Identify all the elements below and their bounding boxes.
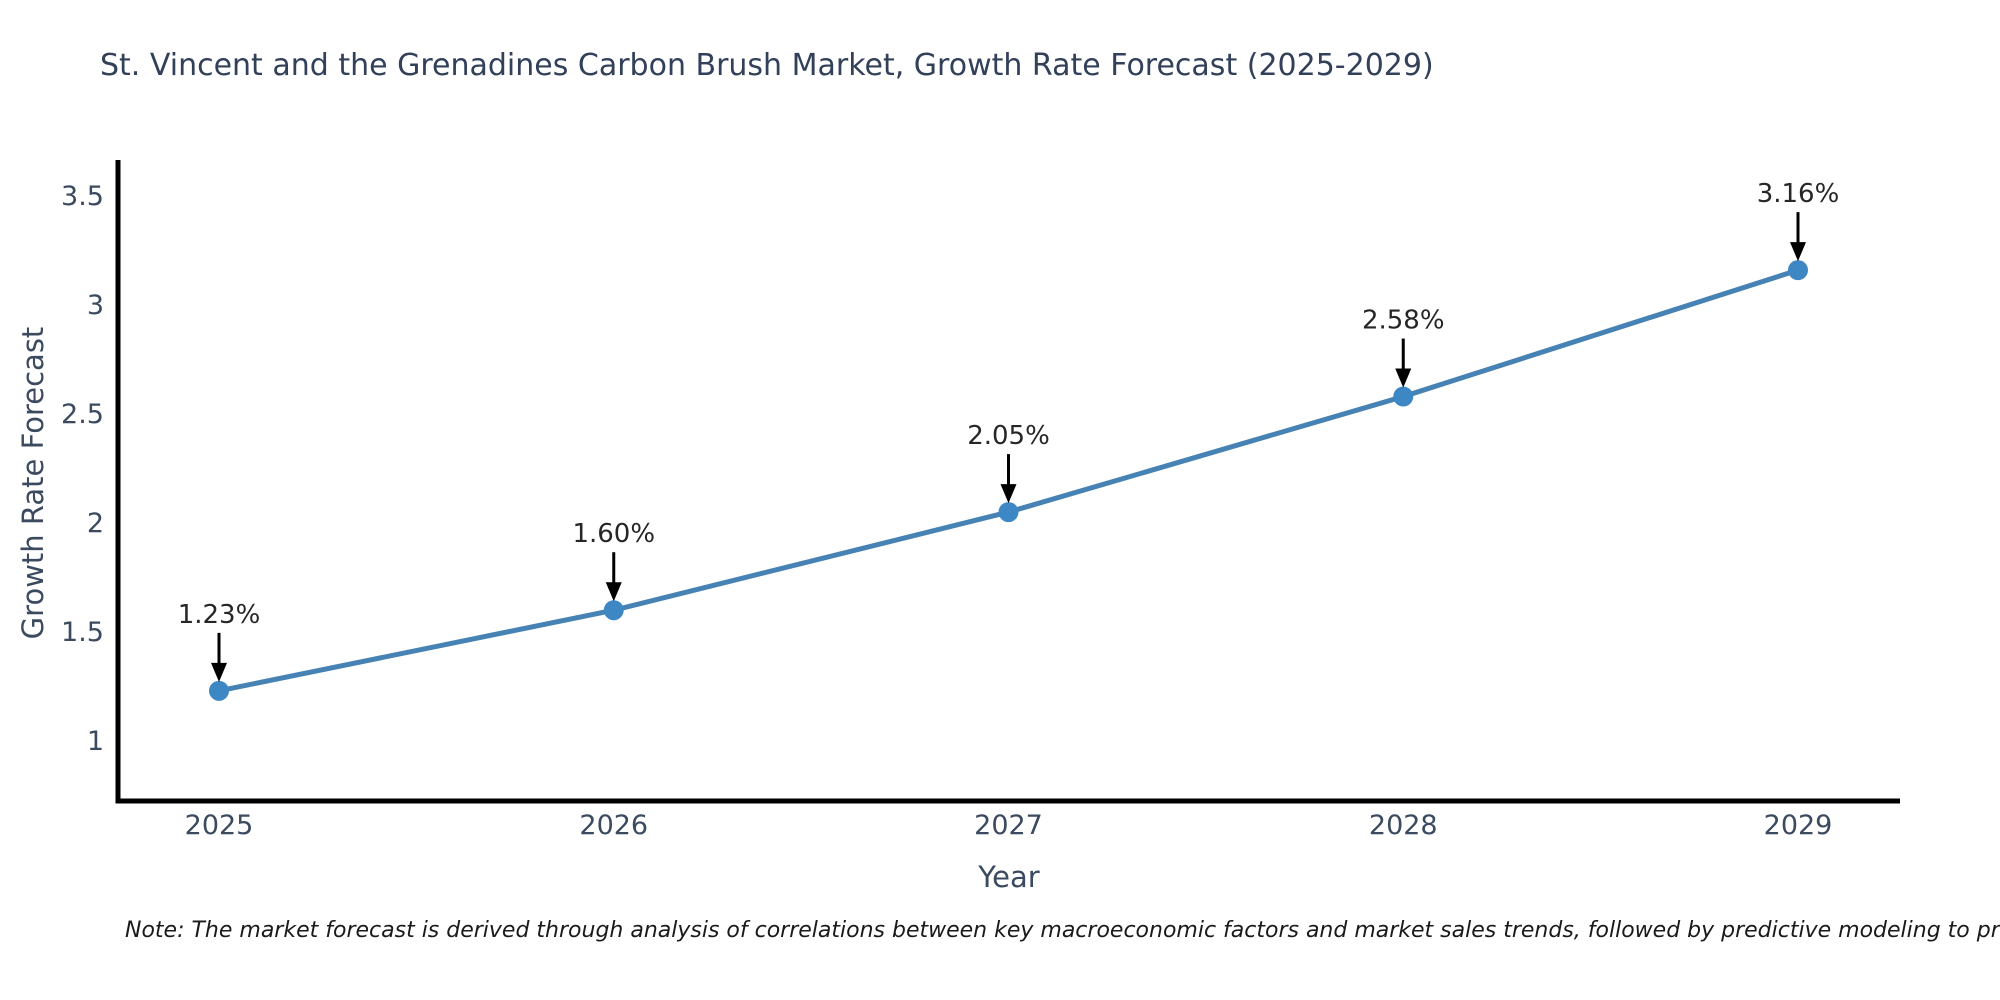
data-point-marker (1788, 260, 1808, 281)
y-axis-title: Growth Rate Forecast (16, 326, 50, 640)
annotation-arrow-head-icon (605, 582, 622, 602)
annotation-arrow-head-icon (211, 662, 227, 682)
point-annotation-label: 1.23% (178, 600, 261, 630)
footnote: Note: The market forecast is derived thr… (125, 918, 2000, 943)
y-tick-label: 3 (87, 290, 104, 321)
x-tick-label: 2025 (185, 810, 254, 841)
point-annotation-label: 3.16% (1757, 179, 1840, 209)
x-tick-label: 2029 (1764, 810, 1833, 841)
x-tick-label: 2027 (974, 810, 1043, 841)
y-tick-label: 2.5 (61, 399, 104, 430)
x-tick-label: 2026 (579, 810, 648, 841)
data-point-marker (1393, 386, 1414, 407)
annotation-arrow-head-icon (1395, 368, 1412, 388)
point-annotation-label: 2.58% (1362, 306, 1445, 336)
x-axis-title: Year (978, 860, 1040, 894)
annotation-arrow-head-icon (1000, 484, 1017, 504)
point-annotation-label: 1.60% (572, 519, 655, 549)
x-tick-label: 2028 (1369, 810, 1438, 841)
y-tick-label: 2 (87, 508, 104, 539)
y-tick-label: 3.5 (61, 181, 104, 212)
data-point-marker (998, 502, 1019, 523)
annotation-arrow-head-icon (1790, 242, 1806, 262)
data-point-marker (603, 600, 624, 621)
chart-title: St. Vincent and the Grenadines Carbon Br… (100, 48, 1434, 83)
y-tick-label: 1.5 (61, 617, 104, 648)
data-point-marker (209, 680, 229, 701)
y-tick-label: 1 (87, 726, 104, 757)
point-annotation-label: 2.05% (967, 421, 1050, 451)
